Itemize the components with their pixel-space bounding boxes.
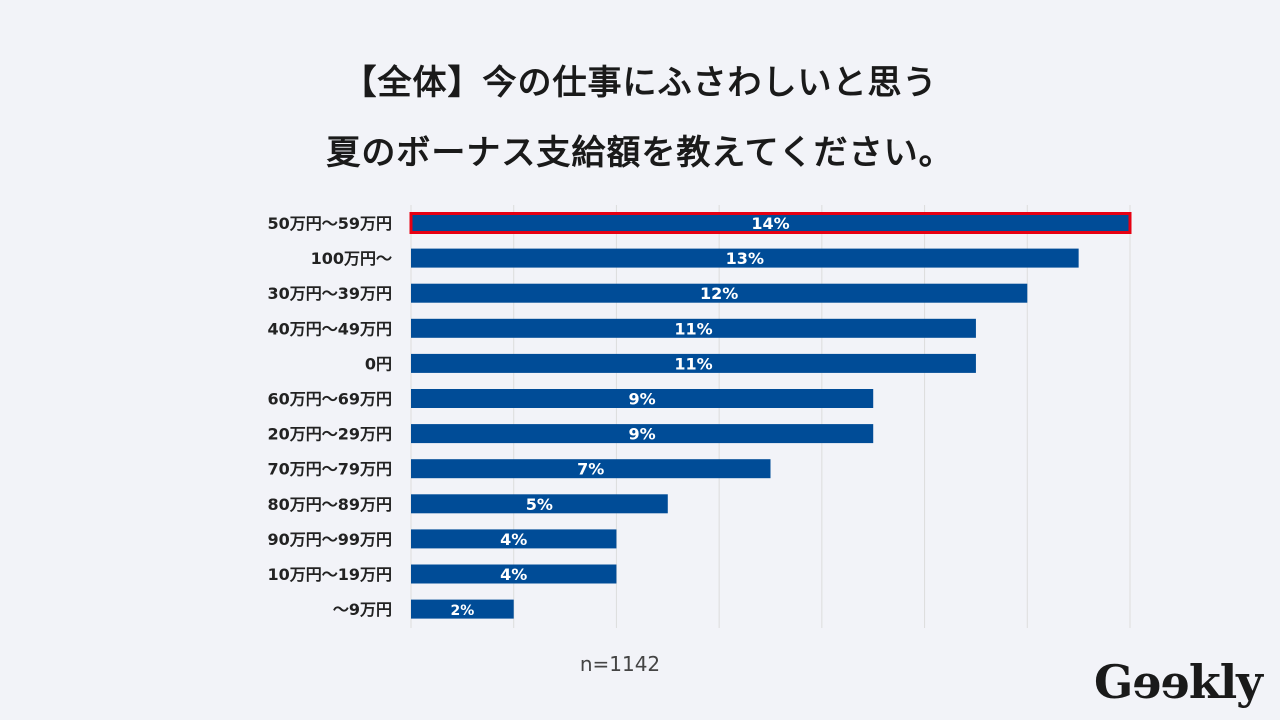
sample-size-note: n=1142 [579,652,661,676]
data-label: 9% [629,425,656,444]
category-label: 100万円～ [311,249,392,268]
data-label: 5% [526,495,553,514]
bar [411,564,617,584]
data-label: 11% [674,319,712,338]
category-label: 10万円～19万円 [267,565,392,584]
bar [411,248,1079,268]
data-label: 4% [500,530,527,549]
category-label: ～9万円 [333,600,392,619]
data-label: 9% [629,390,656,409]
bar [411,599,514,619]
data-label: 7% [577,460,604,479]
data-label: 4% [500,565,527,584]
data-label: 14% [751,214,789,233]
bar [411,283,1028,303]
chart-title-line-2: 夏のボーナス支給額を教えてください。 [326,133,954,173]
bar [411,389,874,408]
data-label: 13% [726,249,764,268]
category-label: 60万円～69万円 [267,390,392,409]
chart-title-line-1: 【全体】今の仕事にふさわしいと思う [342,63,938,103]
bar [409,212,1132,234]
category-label: 0円 [365,354,392,373]
bar [411,318,976,338]
bar [411,494,668,514]
bar [411,459,771,479]
bar [411,353,976,373]
category-label: 40万円～49万円 [267,319,392,338]
bar [411,424,874,444]
geekly-logo: Gɘɘkly [1094,655,1263,709]
category-label: 90万円～99万円 [267,530,392,549]
category-label: 30万円～39万円 [267,284,392,303]
category-label: 70万円～79万円 [267,460,392,479]
bar [411,529,617,549]
category-label: 20万円～29万円 [267,425,392,444]
category-label: 50万円～59万円 [267,214,392,233]
category-label: 80万円～89万円 [267,495,392,514]
data-label: 11% [674,354,712,373]
data-label: 2% [450,603,474,619]
data-label: 12% [700,284,738,303]
